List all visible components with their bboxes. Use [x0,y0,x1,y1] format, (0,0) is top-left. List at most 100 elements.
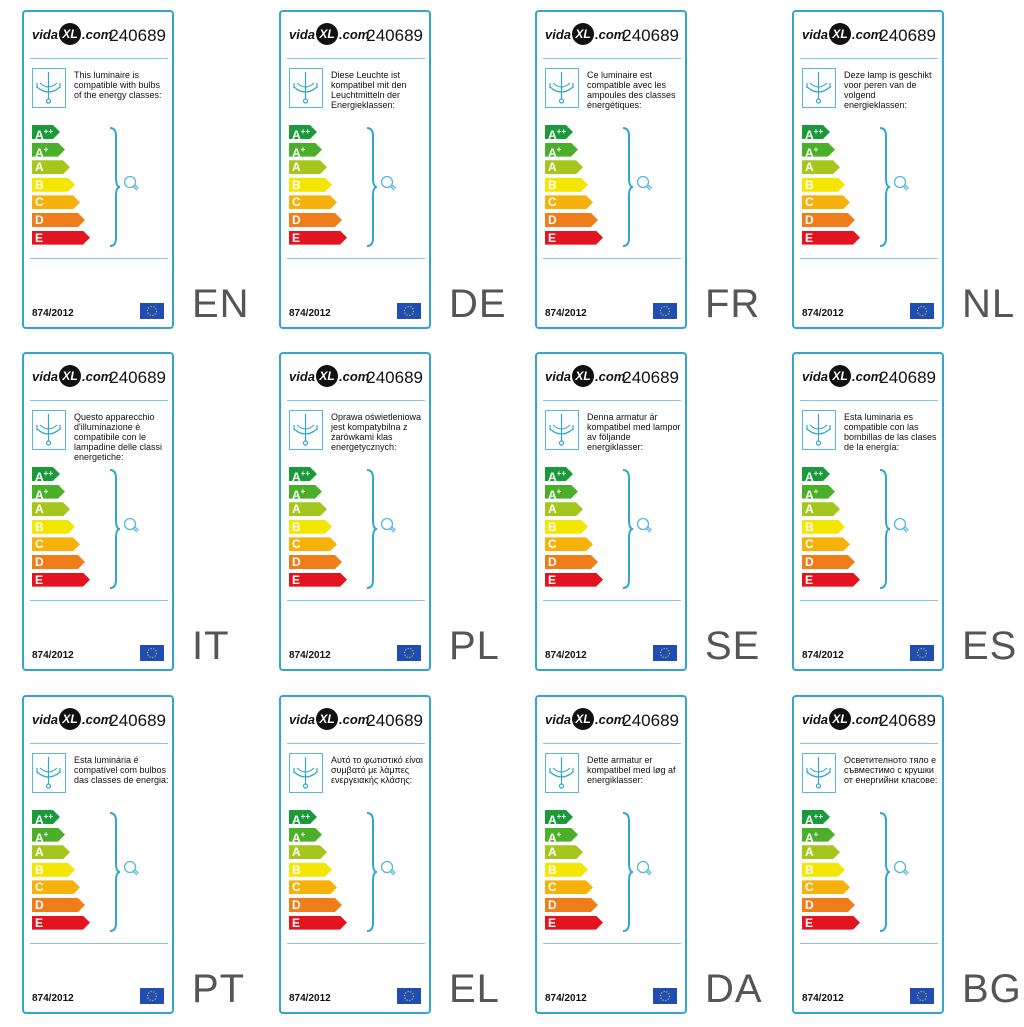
energy-class-bar: A++ [32,125,60,139]
brand-logo-com: .com [595,368,626,384]
energy-class-bar: C [545,880,593,894]
energy-class-bar: C [32,195,80,209]
energy-class-letter: A [292,145,301,160]
energy-class-bar: D [545,213,598,227]
eu-flag-icon [397,303,421,319]
energy-class-modifier: ++ [300,127,311,136]
eu-flag-icon [653,645,677,661]
energy-class-letter: A [805,128,814,142]
product-code: 240689 [879,26,936,45]
energy-class-bar: D [289,213,342,227]
energy-class-letter: E [548,230,557,245]
compatibility-text: Ce luminaire est compatible avec les amp… [587,70,676,110]
energy-class-bar: C [802,880,850,894]
chandelier-icon [289,68,323,108]
energy-class-bar: A [802,160,840,174]
energy-class-bar: A++ [289,810,317,824]
energy-label-card: vida XL .com 240689 Diese Leuchte [279,10,431,329]
energy-class-letter: A [548,470,557,484]
product-code: 240689 [109,711,166,730]
energy-class-letter: C [548,880,557,895]
energy-class-letter: E [292,230,301,245]
brand-logo-xl: XL [59,365,82,387]
energy-label-card: vida XL .com 240689 Esta luminári [22,695,174,1014]
language-code: PL [449,624,500,668]
energy-class-bar: B [545,863,588,877]
energy-class-letter: D [548,897,557,912]
energy-class-letter: E [805,572,814,587]
energy-class-bar: D [32,555,85,569]
energy-class-letter: A [548,160,557,175]
energy-class-letter: A [548,487,557,502]
brand-logo-com: .com [339,368,370,384]
divider [30,600,168,601]
energy-class-letter: C [35,537,44,552]
energy-class-bar: A+ [545,485,578,499]
bracket-icon [879,127,890,247]
energy-class-bar: A+ [545,143,578,157]
divider [543,600,681,601]
lightbulb-icon [380,517,396,533]
eu-flag-icon [397,645,421,661]
energy-class-letter: A [805,813,814,827]
energy-class-bar: E [32,916,90,930]
energy-class-scale: A++ A+ A B C D E [289,125,347,248]
energy-class-bar: A+ [802,143,835,157]
energy-class-modifier: ++ [813,127,824,136]
energy-class-scale: A++ A+ A B C D E [545,467,603,590]
energy-class-bar: B [32,863,75,877]
energy-class-letter: A [548,502,557,517]
chandelier-icon [802,753,836,793]
energy-class-letter: B [35,519,44,534]
divider [800,258,938,259]
energy-class-bar: A++ [545,810,573,824]
compatibility-text: Осветителното тяло е съвместимо с крушки… [844,755,938,785]
divider [543,743,681,744]
brand-logo: vida XL .com [32,707,112,731]
energy-class-letter: E [292,915,301,930]
brand-logo-vida: vida [32,711,59,727]
energy-class-bar: C [289,195,337,209]
energy-class-bar: A++ [802,125,830,139]
brand-logo-com: .com [852,368,883,384]
energy-class-bar: A+ [32,143,65,157]
bracket-icon [366,469,377,589]
energy-class-letter: D [805,554,814,569]
divider [800,400,938,401]
energy-class-letter: A [805,845,814,860]
divider [543,58,681,59]
energy-class-bar: B [802,178,845,192]
energy-class-bar: E [289,916,347,930]
brand-logo: vida XL .com [32,364,112,388]
energy-class-bar: A++ [289,467,317,481]
brand-logo: vida XL .com [32,22,112,46]
eu-flag-icon [910,645,934,661]
energy-class-bar: E [289,573,347,587]
energy-class-letter: B [292,177,301,192]
energy-class-bar: E [802,231,860,245]
energy-label-card: vida XL .com 240689 Ce luminaire [535,10,687,329]
energy-class-bar: C [802,537,850,551]
bracket-icon [366,812,377,932]
energy-class-letter: C [805,537,814,552]
energy-class-modifier: + [300,144,306,154]
energy-class-scale: A++ A+ A B C D E [32,810,90,933]
energy-class-letter: E [548,572,557,587]
brand-logo-xl: XL [572,23,595,45]
divider [800,58,938,59]
eu-flag-icon [653,303,677,319]
energy-class-letter: C [292,195,301,210]
energy-class-scale: A++ A+ A B C D E [32,467,90,590]
energy-class-bar: E [545,916,603,930]
energy-class-bar: D [289,898,342,912]
energy-class-bar: A [545,845,583,859]
brand-logo-com: .com [595,26,626,42]
lightbulb-icon [893,517,909,533]
divider [287,58,425,59]
energy-class-bar: A [802,845,840,859]
compatibility-text: Oprawa oświetleniowa jest kompatybilna z… [331,412,422,452]
compatibility-text: Esta luminária é compatível com bulbos d… [74,755,169,785]
lightbulb-icon [636,860,652,876]
energy-class-modifier: ++ [43,812,54,821]
energy-label-card: vida XL .com 240689 Denna armatur [535,352,687,671]
